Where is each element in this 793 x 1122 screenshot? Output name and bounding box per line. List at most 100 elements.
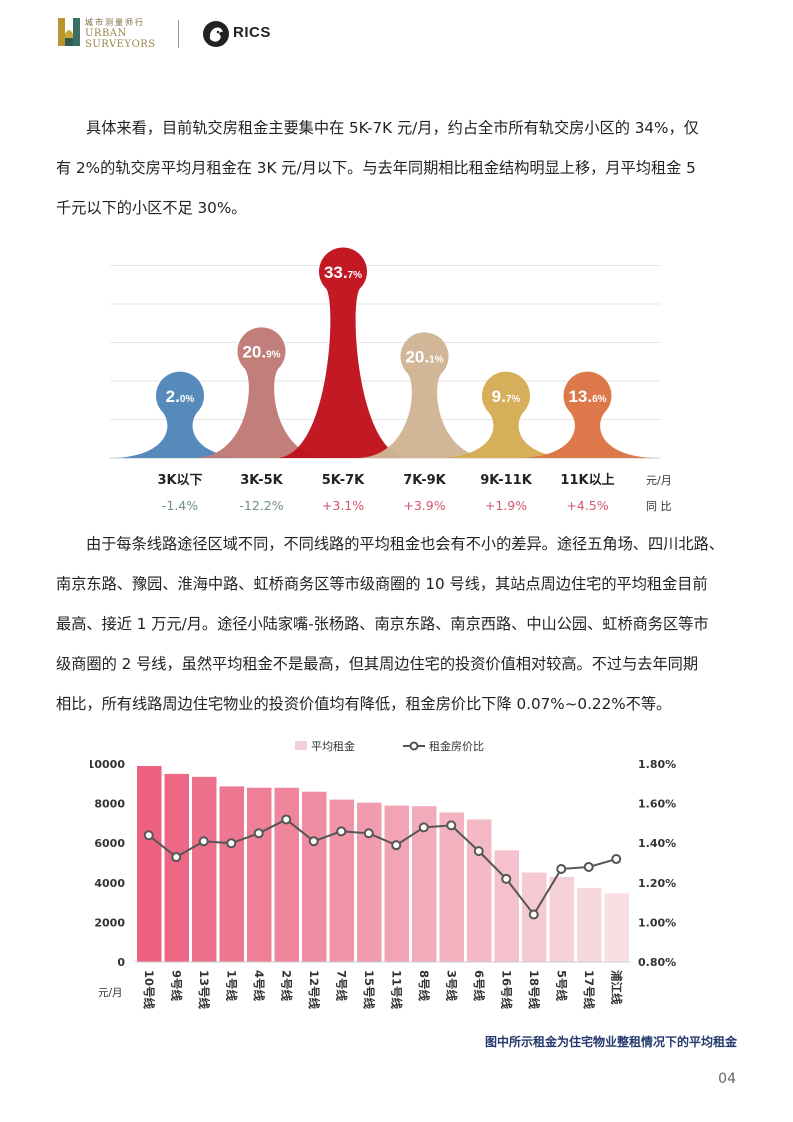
chart-caption: 图中所示租金为住宅物业整租情况下的平均租金 [484,1035,737,1049]
y-tick-label: 8000 [94,798,125,811]
yoy-axis-label: 同 比 [646,500,672,513]
y2-tick-label: 1.80% [638,758,676,771]
x-tick-label: 3号线 [444,970,458,1002]
x-tick-label: 10号线 [142,970,156,1010]
rent-peak [277,247,409,458]
x-tick-label: 18号线 [527,970,541,1010]
value-main: 2. [166,387,180,406]
yoy-label: -12.2% [239,498,283,513]
paragraph-line: 相比，所有线路周边住宅物业的投资价值均有降低，租金房价比下降 0.07%~0.2… [56,695,672,713]
legend-marker-ratio [409,741,419,751]
logo-en-line2: SURVEYORS [85,39,156,50]
peak-value-label: 20.1% [405,348,443,367]
x-tick-label: 浦江线 [609,970,623,1005]
value-main: 9. [492,387,506,406]
rent-bar [467,819,492,962]
rent-bar [549,876,574,962]
rent-bar [494,850,519,962]
rent-bar [247,787,272,962]
ratio-point [308,836,319,847]
legend-swatch-rent [295,741,307,750]
x-tick-label: 13号线 [197,970,211,1010]
value-main: 20. [405,348,429,367]
y2-tick-label: 1.00% [638,916,676,929]
rent-bar [439,812,464,962]
rent-bar [274,787,299,962]
category-label: 3K-5K [240,473,283,488]
header-divider [178,20,179,48]
ratio-point [528,909,539,920]
rent-bar [164,773,189,962]
rent-bar [604,893,629,962]
x-tick-label: 4号线 [252,970,266,1002]
rent-peak [440,371,572,458]
yoy-label: +3.1% [322,498,364,513]
y-tick-label: 10000 [90,758,125,771]
value-small: 0% [180,394,195,405]
paragraph-line: 有 2%的轨交房平均月租金在 3K 元/月以下。与去年同期相比租金结构明显上移，… [56,159,696,177]
y-tick-label: 6000 [94,837,125,850]
unit-label: 元/月 [646,474,672,487]
y-tick-label: 4000 [94,877,125,890]
ratio-point [281,814,292,825]
rent-bar [577,887,602,962]
ratio-point [198,836,209,847]
ratio-point [336,826,347,837]
rent-peak [195,327,328,458]
value-main: 20. [242,343,266,362]
x-tick-label: 16号线 [499,970,513,1010]
paragraph-rent-structure: 具体来看，目前轨交房租金主要集中在 5K-7K 元/月，约占全市所有轨交房小区的… [56,108,740,228]
rent-by-metro-line-chart: 平均租金 租金房价比 0 2000 4000 6000 8000 10000 0.80% 1.00… [90,739,676,1010]
urban-surveyors-logo-icon [58,18,80,46]
rics-logo-text: RICS [233,24,271,41]
rent-distribution-chart: 2.0%3K以下-1.4%20.9%3K-5K-12.2%33.7%5K-7K+… [110,247,672,513]
paragraph-line: 南京东路、豫园、淮海中路、虹桥商务区等市级商圈的 10 号线，其站点周边住宅的平… [56,575,708,593]
yoy-label: -1.4% [162,498,198,513]
paragraph-line-differences: 由于每条线路途径区域不同，不同线路的平均租金也会有不小的差异。途径五角场、四川北… [56,524,740,724]
peak-value-label: 13.6% [568,387,606,406]
ratio-point [143,830,154,841]
ratio-point [501,873,512,884]
rent-bar [329,799,354,962]
rent-peak [521,371,654,458]
legend-label-ratio: 租金房价比 [429,739,484,753]
ratio-point [418,822,429,833]
ratio-point [611,854,622,865]
category-label: 5K-7K [322,473,365,488]
ratio-point [171,852,182,863]
ratio-point [556,863,567,874]
rent-bar [302,791,327,962]
logo-en-line1: URBAN [85,28,127,39]
y-tick-label: 2000 [94,916,125,929]
ratio-point [583,861,594,872]
x-tick-label: 12号线 [307,970,321,1010]
paragraph-line: 千元以下的小区不足 30%。 [56,199,247,217]
category-label: 9K-11K [480,473,532,488]
x-tick-label: 17号线 [582,970,596,1010]
value-small: 7% [348,270,363,281]
yoy-label: +1.9% [485,498,527,513]
rent-peak [114,371,246,458]
page-number: 04 [718,1071,736,1087]
y2-tick-label: 1.40% [638,837,676,850]
x-tick-label: 1号线 [224,970,238,1002]
value-small: 6% [592,394,607,405]
logo-cn: 城市测量师行 [85,18,145,27]
rent-bar [192,776,217,962]
company-logo-text: 城市测量师行 URBAN SURVEYORS [85,14,156,50]
x-tick-label: 7号线 [334,970,348,1002]
x-tick-label: 15号线 [362,970,376,1010]
yoy-label: +3.9% [403,498,445,513]
category-label: 11K以上 [560,473,614,488]
value-small: 9% [266,350,281,361]
y2-tick-label: 1.60% [638,798,676,811]
rent-bar [384,805,409,962]
rent-bar [219,786,244,962]
rics-lion-icon [203,21,229,47]
category-label: 7K-9K [403,473,446,488]
yoy-label: +4.5% [566,498,608,513]
header: 城市测量师行 URBAN SURVEYORS RICS [55,14,355,54]
y2-tick-label: 1.20% [638,877,676,890]
rent-peak [358,332,491,458]
x-tick-label: 11号线 [389,970,403,1010]
